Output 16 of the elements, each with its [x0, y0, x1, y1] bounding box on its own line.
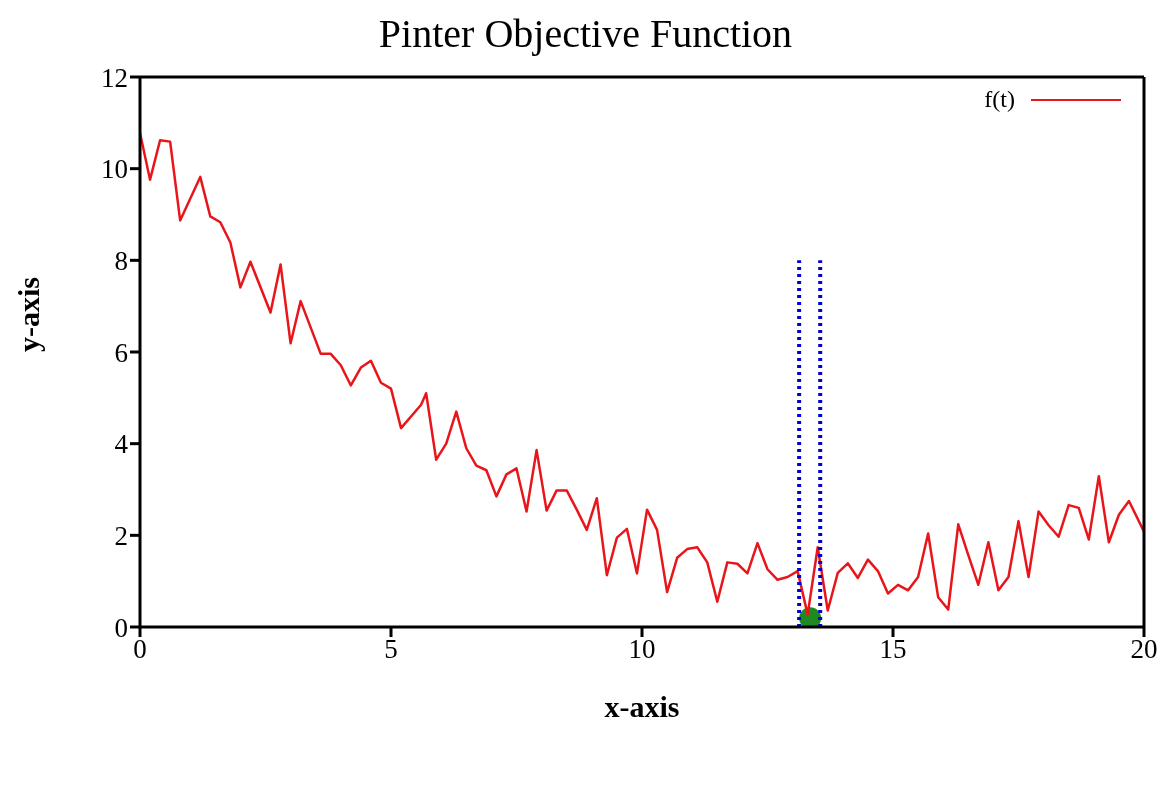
y-tick-label: 8: [114, 245, 128, 276]
legend-label: f(t): [984, 86, 1015, 113]
x-axis-title: x-axis: [604, 690, 680, 723]
y-tick-label: 4: [114, 429, 129, 460]
x-tick-label: 10: [628, 634, 656, 665]
y-tick-label: 2: [114, 520, 128, 551]
y-tick-label: 10: [101, 154, 128, 185]
chart-title: Pinter Objective Function: [377, 10, 794, 57]
y-tick-label: 6: [114, 337, 128, 368]
x-tick-label: 15: [879, 634, 907, 665]
y-axis-title: y-axis: [11, 277, 45, 352]
x-tick-label: 0: [133, 634, 147, 665]
y-tick-label: 0: [114, 612, 128, 643]
x-tick-label: 20: [1130, 634, 1158, 665]
y-tick-label: 12: [101, 62, 128, 93]
x-tick-label: 5: [384, 634, 398, 665]
